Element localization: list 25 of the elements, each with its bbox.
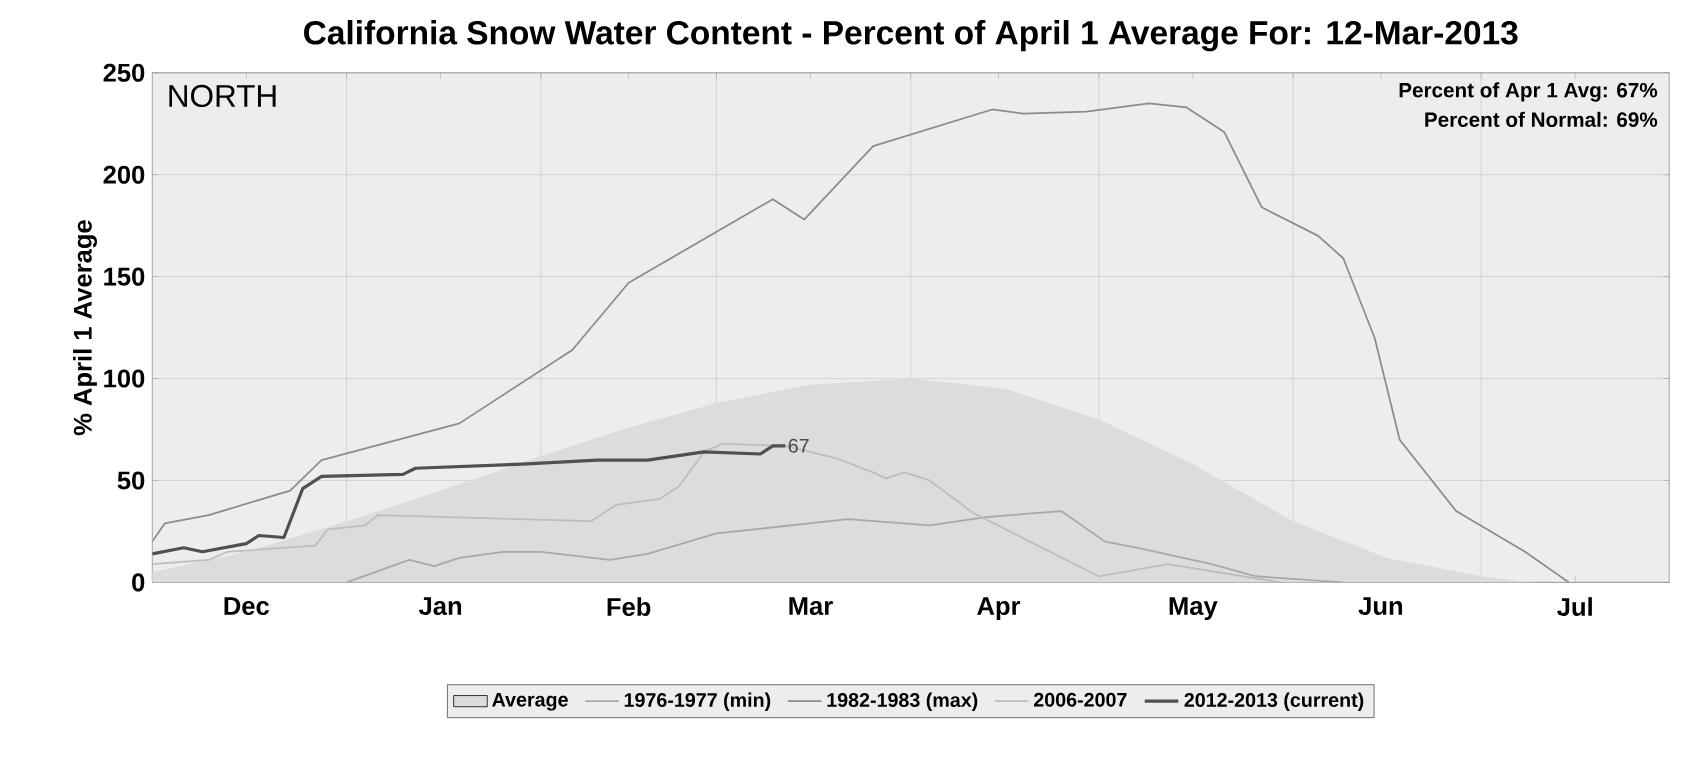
y-tick-label: 100 xyxy=(104,369,145,388)
annotation: NORTH xyxy=(169,85,276,108)
x-tick-label: Jan xyxy=(418,597,462,616)
chart-title: California Snow Water Content - Percent of April 1 Average For: 12-Mar-2013 xyxy=(304,20,1518,52)
annotation: Percent of Normal: 69% xyxy=(1425,112,1658,128)
x-tick-label: Jul xyxy=(1557,597,1592,617)
legend-label: 1976-1977 (min) xyxy=(624,692,771,712)
legend-label: 1982-1983 (max) xyxy=(827,692,978,712)
annotation: Percent of Apr 1 Avg: 67% xyxy=(1399,82,1658,102)
x-tick-label: Apr xyxy=(977,597,1021,621)
legend-label: 2006-2007 xyxy=(1033,693,1127,707)
y-tick-label: 200 xyxy=(103,165,145,185)
y-tick-label: 250 xyxy=(103,63,145,83)
y-tick-label: 150 xyxy=(104,267,145,286)
x-tick-label: Jun xyxy=(1358,597,1403,616)
x-tick-label: Feb xyxy=(607,597,651,617)
annotation: 67 xyxy=(788,439,809,454)
y-tick-label: 0 xyxy=(132,573,145,592)
y-axis-title: % April 1 Average xyxy=(73,220,98,436)
x-tick-label: May xyxy=(1169,597,1218,621)
legend-label: Average xyxy=(492,693,568,711)
x-tick-label: Mar xyxy=(789,597,833,616)
y-tick-label: 50 xyxy=(117,471,145,490)
x-tick-label: Dec xyxy=(224,597,270,616)
legend-label: 2012-2013 (current) xyxy=(1184,692,1364,712)
